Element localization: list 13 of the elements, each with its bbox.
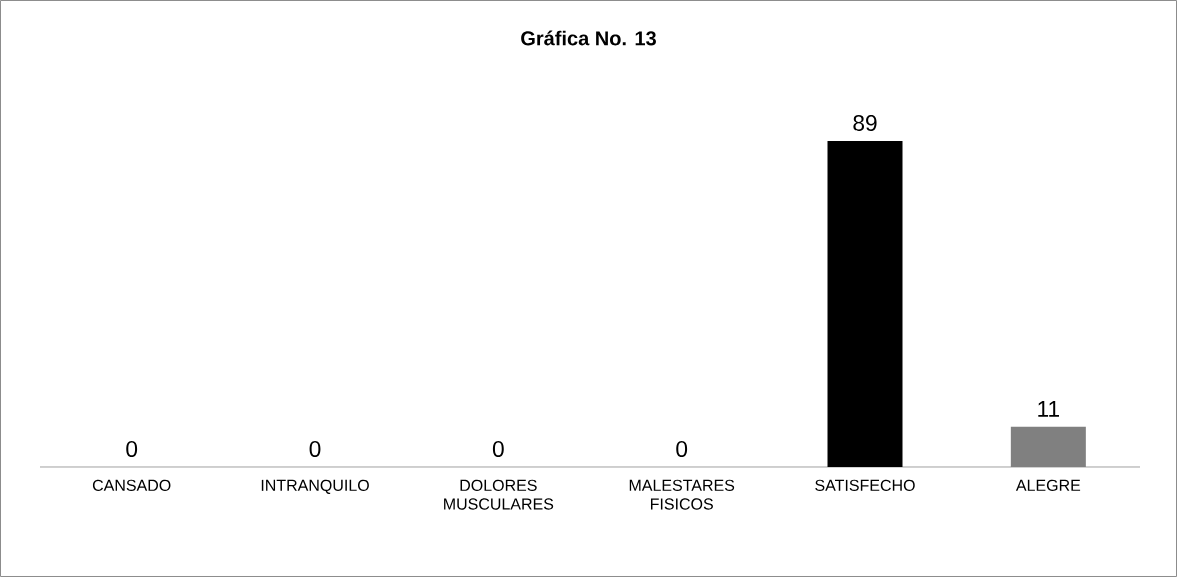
data-label: 89 <box>853 115 877 132</box>
data-label: 0 <box>676 440 688 457</box>
data-label: 11 <box>1038 401 1059 417</box>
x-tick-label: INTRANQUILO <box>261 479 369 494</box>
chart-title: Gráfica No. 13 <box>521 30 656 46</box>
x-tick-label: ALEGRE <box>1015 479 1081 492</box>
data-label: 0 <box>309 440 321 457</box>
x-tick-label: CANSADO <box>92 479 171 492</box>
x-tick-label: DOLORES MUSCULARES <box>444 479 554 510</box>
data-label: 0 <box>492 440 504 457</box>
data-label: 0 <box>126 440 138 457</box>
x-tick-label: MALESTARES FISICOS <box>629 479 735 510</box>
x-tick-label: SATISFECHO <box>815 479 915 492</box>
